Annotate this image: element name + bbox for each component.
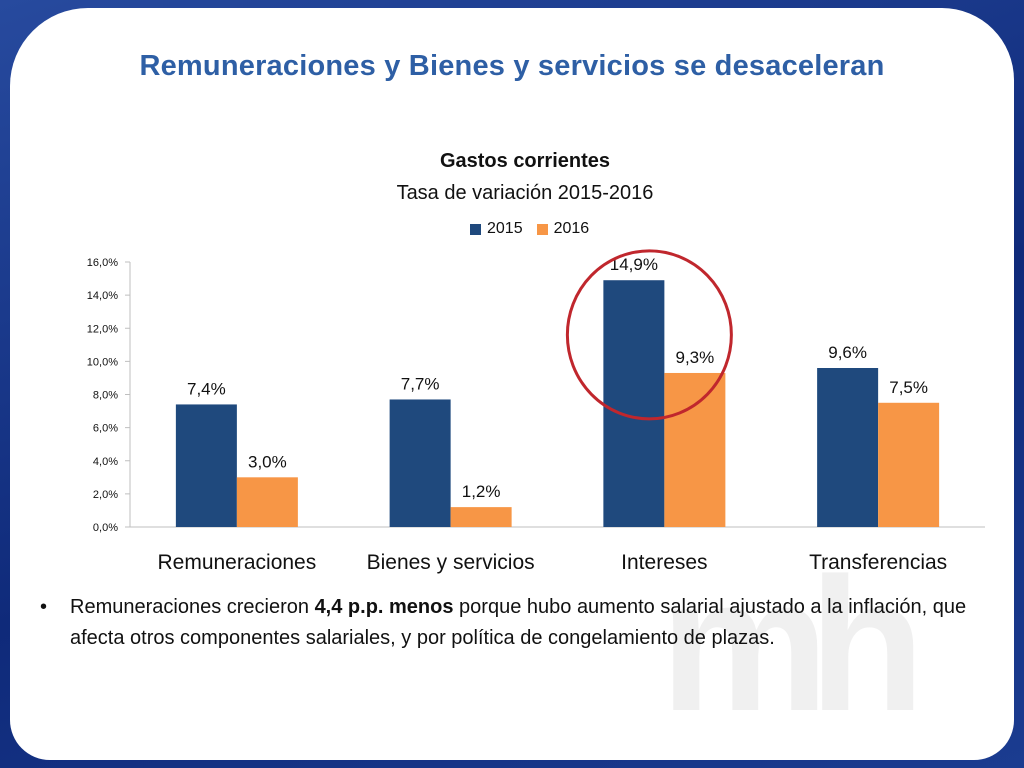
bullet-text-after: porque hubo aumento salarial ajustado a … <box>70 596 967 649</box>
bar <box>389 399 451 527</box>
y-tick-label: 16,0% <box>87 257 118 269</box>
bar <box>236 477 298 527</box>
bar <box>450 507 512 527</box>
data-label: 14,9% <box>610 255 658 274</box>
legend-swatch-2016 <box>536 223 548 235</box>
data-label: 9,6% <box>828 343 867 362</box>
bullet-text-bold: 4,4 p.p. menos <box>314 596 454 618</box>
chart-title: Gastos corrientes <box>439 150 611 172</box>
bar <box>175 404 237 527</box>
legend-swatch-2015 <box>470 223 481 235</box>
legend-label-2016: 2016 <box>553 220 590 237</box>
legend-item-2016: 2016 <box>536 220 590 238</box>
bullet-symbol: • <box>40 596 48 618</box>
legend-item-2015: 2015 <box>470 220 523 238</box>
x-category-label: Transferencias <box>809 551 947 574</box>
highlight-circle <box>565 249 733 421</box>
legend-label-2015: 2015 <box>487 220 523 237</box>
bar <box>817 368 879 527</box>
data-label: 7,5% <box>889 378 928 397</box>
chart-legend: 2015 2016 <box>470 219 589 239</box>
y-tick-label: 2,0% <box>93 489 118 501</box>
data-label: 7,4% <box>187 379 226 398</box>
watermark-logo: mh <box>660 570 925 720</box>
bar <box>664 372 726 527</box>
chart-subtitle: Tasa de variación 2015-2016 <box>396 182 654 204</box>
bullet-text: Remuneraciones crecieron 4,4 p.p. menos … <box>70 592 990 654</box>
data-label: 1,2% <box>462 482 501 501</box>
x-category-label: Bienes y servicios <box>367 551 535 574</box>
data-label: 3,0% <box>248 452 287 471</box>
y-tick-label: 6,0% <box>93 423 118 435</box>
bar <box>603 280 665 527</box>
y-tick-label: 8,0% <box>93 390 118 402</box>
x-category-label: Intereses <box>621 551 707 574</box>
y-tick-label: 14,0% <box>87 290 118 302</box>
data-label: 9,3% <box>676 348 715 367</box>
slide-title: Remuneraciones y Bienes y servicios se d… <box>139 50 885 82</box>
y-tick-label: 10,0% <box>87 356 118 368</box>
bar <box>878 402 940 527</box>
bullet-text-before: Remuneraciones crecieron <box>70 596 315 618</box>
y-tick-label: 4,0% <box>93 456 118 468</box>
data-label: 7,7% <box>401 374 440 393</box>
y-tick-label: 0,0% <box>93 522 118 534</box>
y-tick-label: 12,0% <box>87 323 118 335</box>
x-category-label: Remuneraciones <box>157 551 316 574</box>
